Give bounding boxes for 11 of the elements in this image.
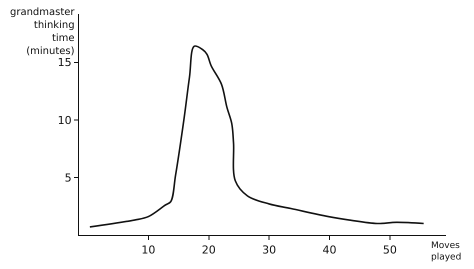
x-tick-label: 20: [202, 243, 216, 256]
y-tick-label: 10: [58, 114, 72, 127]
x-tick-label: 30: [262, 243, 276, 256]
x-tick-label: 50: [382, 243, 397, 256]
y-axis-title: grandmaster thinking time (minutes): [10, 7, 76, 57]
x-tick-label: 10: [141, 243, 156, 256]
x-tick-label: 40: [322, 243, 336, 256]
line-series: [89, 45, 424, 228]
x-axis-title: Moves played: [431, 241, 462, 263]
y-tick-label: 15: [58, 56, 72, 70]
y-tick-label: 5: [64, 171, 72, 184]
